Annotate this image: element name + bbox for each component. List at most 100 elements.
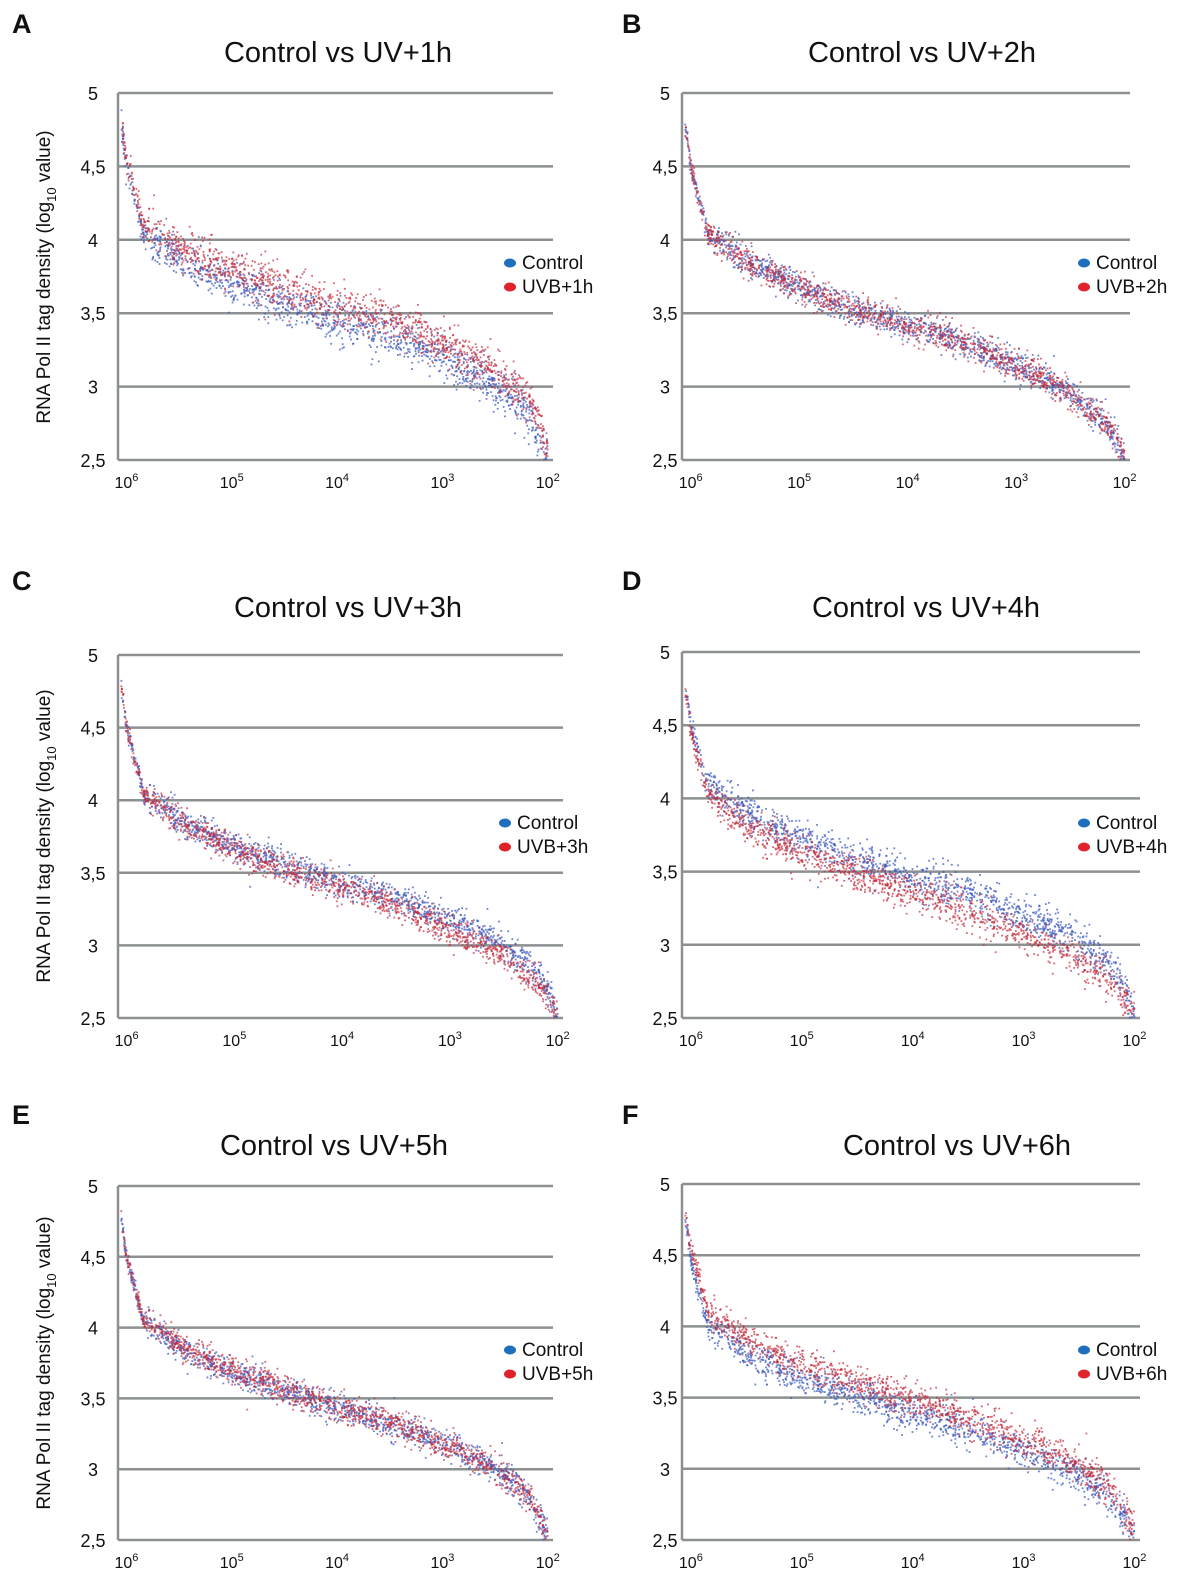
data-point [500, 375, 502, 377]
data-point [462, 362, 465, 365]
data-point [483, 368, 486, 371]
data-point [181, 252, 184, 254]
data-point [1062, 387, 1065, 390]
data-point [280, 311, 283, 314]
data-point [286, 298, 289, 300]
data-point [840, 309, 842, 311]
data-point [998, 370, 1001, 373]
data-point [231, 262, 234, 265]
data-point [421, 341, 424, 343]
data-point [230, 285, 232, 287]
data-point [867, 303, 870, 306]
data-point [402, 336, 405, 339]
data-point [728, 233, 730, 235]
data-point [167, 238, 169, 240]
data-point [193, 252, 196, 255]
data-point [139, 235, 142, 238]
data-point [279, 279, 281, 281]
data-point [377, 322, 380, 324]
data-point [1025, 371, 1028, 373]
data-point [950, 328, 953, 331]
data-point [467, 359, 470, 361]
data-point [361, 312, 364, 314]
data-point [237, 255, 240, 258]
data-point [830, 297, 833, 300]
data-point [1022, 357, 1024, 360]
data-point [534, 408, 537, 411]
data-point [140, 214, 142, 216]
data-point [934, 340, 937, 342]
data-point [172, 230, 174, 233]
data-point [283, 316, 286, 318]
data-point [540, 436, 543, 439]
data-point [1054, 400, 1057, 402]
data-point [511, 388, 513, 391]
data-point [930, 323, 933, 326]
data-point [807, 286, 809, 289]
data-point [464, 367, 466, 370]
data-point [244, 277, 247, 279]
data-point [483, 371, 486, 374]
data-point [444, 351, 447, 353]
data-point [415, 341, 417, 343]
data-point [725, 246, 727, 249]
data-point [953, 345, 955, 347]
data-point [171, 256, 174, 259]
data-point [702, 214, 705, 216]
data-point [964, 338, 966, 340]
data-point [1013, 347, 1016, 350]
data-point [394, 325, 397, 328]
data-point [485, 371, 488, 374]
data-point [981, 359, 984, 362]
data-point [727, 234, 730, 237]
data-point [380, 303, 383, 306]
data-point [522, 386, 525, 389]
data-point [768, 285, 771, 287]
data-point [806, 280, 809, 283]
data-point [409, 336, 411, 339]
data-point [520, 404, 522, 407]
data-point [267, 295, 270, 298]
data-point [228, 284, 231, 287]
data-point [994, 348, 997, 351]
data-point [1020, 355, 1023, 357]
data-point [962, 347, 965, 350]
data-point [996, 345, 999, 348]
data-point [265, 298, 268, 300]
data-point [514, 384, 516, 387]
data-point [1003, 367, 1006, 370]
data-point [907, 316, 910, 319]
data-point [1087, 401, 1090, 404]
data-point [1106, 424, 1108, 427]
data-point [372, 325, 374, 327]
data-point [1014, 367, 1016, 369]
data-point [175, 241, 178, 243]
data-point [779, 280, 782, 283]
data-point [813, 293, 816, 296]
data-point [767, 280, 770, 282]
data-point [980, 355, 983, 358]
data-point [732, 256, 735, 259]
data-point [1104, 398, 1107, 401]
data-point [801, 294, 803, 296]
data-point [751, 278, 754, 281]
data-point [192, 272, 195, 275]
data-point [908, 321, 911, 324]
data-point [1016, 353, 1018, 355]
data-point [239, 284, 242, 287]
data-point [733, 266, 736, 269]
data-point [749, 253, 752, 256]
data-point [822, 295, 824, 297]
data-point [257, 302, 260, 305]
data-point [1026, 376, 1028, 379]
data-point [146, 220, 149, 223]
data-point [300, 310, 303, 313]
data-point [530, 405, 533, 408]
data-point [721, 236, 724, 238]
data-point [485, 394, 488, 396]
data-point [837, 292, 840, 295]
data-point [371, 321, 374, 324]
data-point [178, 251, 181, 254]
data-point [132, 185, 134, 188]
data-point [506, 379, 509, 381]
